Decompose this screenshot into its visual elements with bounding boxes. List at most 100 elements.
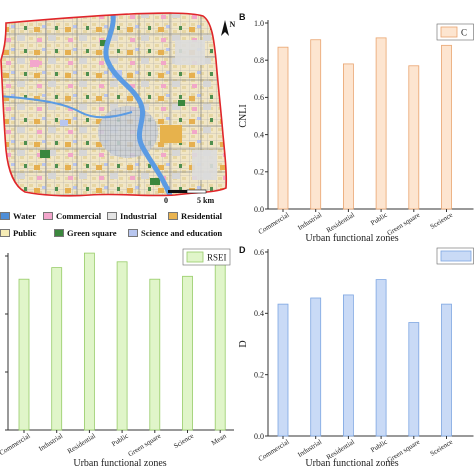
x-tick-label-green-square: Green square [386, 438, 422, 464]
x-tick-label-commercial: Commercial [257, 211, 291, 236]
legend-box [436, 23, 474, 41]
y-tick-label: 0.6 [254, 248, 264, 257]
y-tick-label: 0.6 [254, 93, 264, 102]
y-axis-title: CNLI [238, 104, 249, 127]
bar-residential [342, 63, 354, 210]
x-tick-label-sceience: Sceience [429, 438, 454, 458]
x-tick-label-residential: Residential [66, 432, 97, 456]
legend-label: Industrial [120, 211, 157, 221]
y-tick-label: 0.2 [254, 370, 264, 379]
land-use-map: N 0 5 km [0, 12, 236, 205]
legend-item-water: Water [0, 210, 36, 222]
y-tick-label: 0.4 [254, 309, 264, 318]
x-tick-label-commercial: Commercial [0, 432, 32, 457]
x-tick-label-public: Public [369, 211, 388, 227]
x-tick-label-public: Public [110, 432, 129, 448]
x-tick-label-residential: Residential [325, 211, 356, 235]
creek [1, 95, 133, 119]
bar-green-square [408, 322, 420, 437]
x-tick-label-residential: Residential [325, 438, 356, 462]
x-axis-title: Urban functional zones [73, 458, 166, 469]
y-tick-label: 0.0 [254, 432, 264, 441]
legend-item-public: Public [0, 227, 36, 239]
scale-end: 5 km [197, 196, 214, 205]
city-boundary [0, 12, 228, 197]
panel-label: B [239, 12, 246, 22]
legend-label: Science and education [141, 228, 223, 238]
bar-industrial [51, 267, 63, 431]
y-tick-label: 0.4 [254, 130, 264, 139]
y-tick-label: 1.0 [254, 19, 264, 28]
bar-commercial [277, 303, 289, 437]
bar-residential [342, 294, 354, 437]
bar-science [182, 275, 193, 431]
bar-green-square [149, 278, 161, 431]
chart-legend [436, 247, 474, 265]
river [103, 13, 175, 196]
north-arrow-icon: N [221, 20, 236, 36]
legend-swatch [107, 212, 117, 220]
map-land-parcels [1, 13, 227, 196]
chart-legend: C [436, 23, 474, 41]
bar-green-square [408, 65, 420, 210]
legend-item-green-square: Green square [54, 227, 117, 239]
legend-swatch [168, 212, 178, 220]
legend-label: Public [13, 228, 37, 238]
x-tick-label-commercial: Commercial [257, 438, 291, 463]
north-label: N [230, 20, 236, 29]
bar-public [375, 37, 387, 210]
legend-label: Residential [181, 211, 223, 221]
y-tick-label: 0.0 [254, 205, 264, 214]
x-tick-label-industrial: Industrial [296, 438, 323, 459]
legend-swatch [0, 212, 10, 220]
chart-legend: RSEI [182, 248, 231, 266]
y-tick-label: 0.2 [254, 168, 264, 177]
bar-sceience [441, 44, 452, 210]
legend-box [436, 247, 474, 265]
legend-box [182, 248, 231, 266]
bar-mean [214, 264, 226, 431]
bar-public [116, 261, 128, 431]
legend-label: RSEI [207, 253, 227, 263]
y-tick-label: 0.8 [254, 56, 264, 65]
x-axis-title: Urban functional zones [305, 458, 398, 469]
x-tick-label-green-square: Green square [386, 211, 422, 237]
legend-label: Green square [67, 228, 117, 238]
bar-industrial [310, 297, 322, 437]
bar-industrial [310, 39, 322, 210]
x-tick-label-mean: Mean [210, 432, 228, 447]
legend-item-commercial: Commercial [43, 210, 101, 222]
bar-residential [84, 252, 95, 431]
bar-commercial [18, 278, 30, 431]
panel-label: D [239, 245, 246, 255]
chart-panel-1: 0.0 0.2 0.4 0.6 0.8 1.0 Commercial Industrial Re… [238, 12, 474, 244]
scale-start: 0 [164, 196, 168, 205]
x-tick-label-sceience: Sceience [429, 211, 454, 231]
legend-swatch [54, 229, 64, 237]
bar-sceience [441, 303, 452, 437]
legend-item-science-education: Science and education [128, 227, 222, 239]
bar-commercial [277, 46, 289, 210]
chart-panel-3: 0.0 0.2 0.4 0.6 Commercial Industrial Resident… [238, 245, 474, 469]
legend-swatch [440, 250, 472, 262]
legend-item-industrial: Industrial [107, 210, 157, 222]
x-tick-label-green-square: Green square [127, 432, 163, 458]
legend-swatch [186, 251, 204, 263]
legend-label: Water [13, 211, 36, 221]
x-tick-label-industrial: Industrial [296, 211, 323, 232]
legend-label: Commercial [56, 211, 102, 221]
legend-item-residential: Residential [168, 210, 222, 222]
chart-panel-2: Commercial Industrial Residential PublicGre… [0, 248, 234, 469]
x-tick-label-industrial: Industrial [37, 432, 64, 453]
legend-label: C [461, 28, 467, 38]
y-axis-title: D [238, 340, 249, 347]
x-tick-label-science: Science [172, 432, 195, 450]
legend-swatch [43, 212, 53, 220]
scale-bar: 0 5 km [164, 189, 214, 205]
x-tick-label-public: Public [369, 438, 388, 454]
legend-swatch [0, 229, 10, 237]
bar-public [375, 279, 387, 437]
legend-swatch [128, 229, 138, 237]
legend-swatch [440, 26, 458, 38]
x-axis-title: Urban functional zones [305, 233, 398, 244]
